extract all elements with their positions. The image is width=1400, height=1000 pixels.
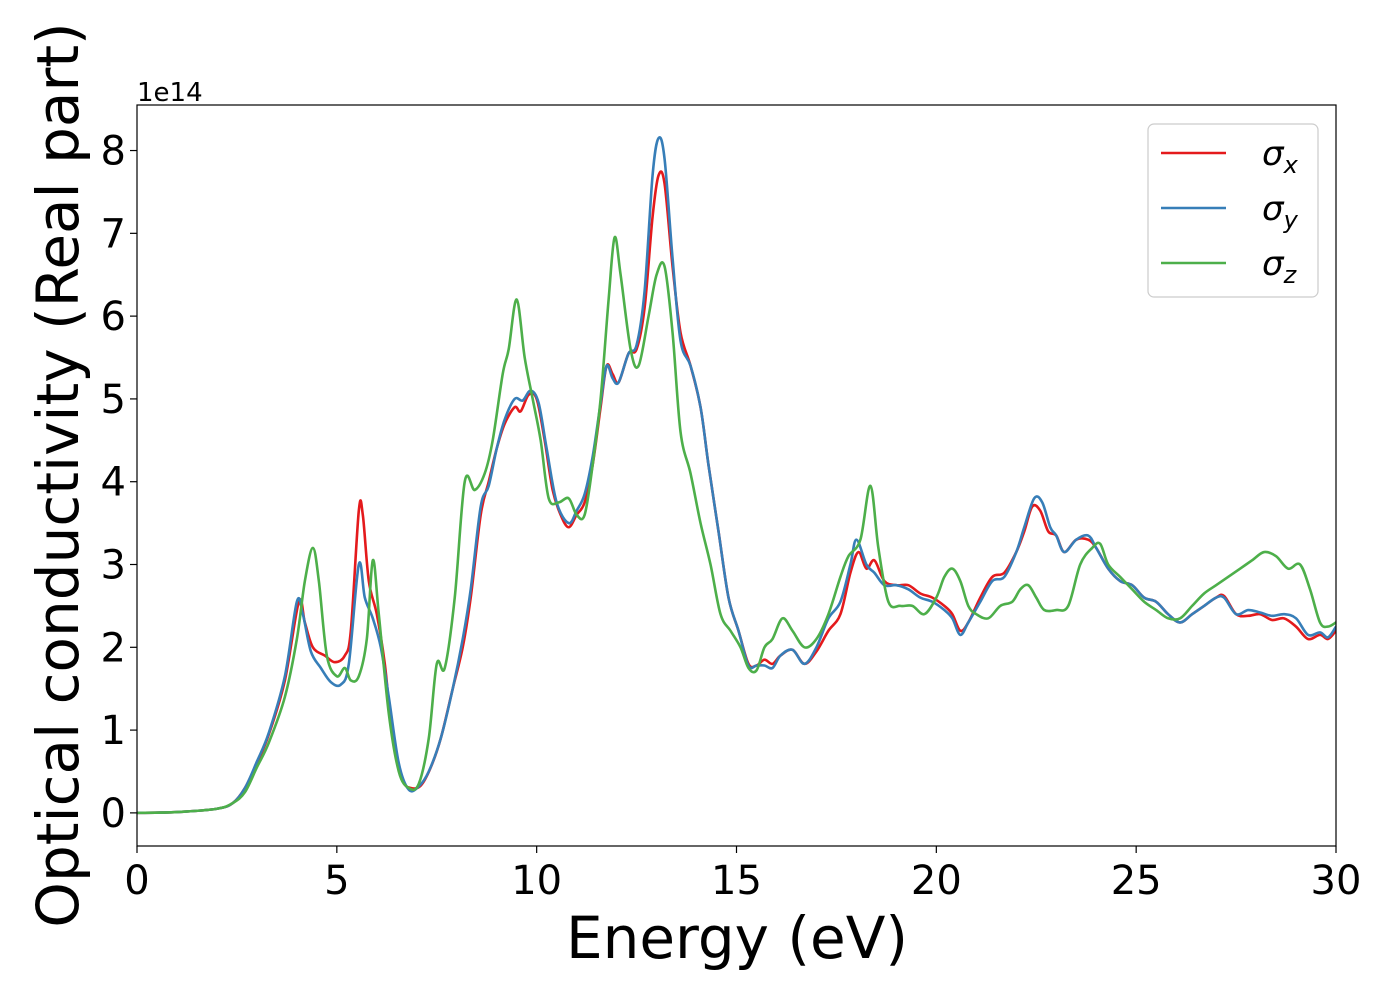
legend-label-z: σz	[1262, 244, 1298, 289]
legend-label-x: σx	[1262, 134, 1299, 179]
y-tick-label: 3	[101, 543, 126, 589]
y-axis-title: Optical conductivity (Real part)	[24, 22, 92, 927]
x-tick-label: 0	[124, 858, 149, 904]
series-line-z	[137, 235, 1336, 815]
y-tick-label: 4	[101, 460, 126, 506]
x-tick-label: 20	[911, 858, 962, 904]
y-tick-label: 0	[101, 791, 126, 837]
x-tick-label: 25	[1111, 858, 1162, 904]
y-tick-label: 2	[101, 625, 126, 671]
axes: 0 5 10 15 20 25 30 0 1 2 3 4 5 6 7 8	[101, 104, 1362, 904]
x-tick-label: 15	[711, 858, 762, 904]
y-tick-label: 5	[101, 377, 126, 423]
y-tick-label: 8	[101, 129, 126, 175]
y-tick-label: 1	[101, 708, 126, 754]
legend: σx σy σz	[1147, 123, 1319, 298]
y-tick-label: 7	[101, 211, 126, 257]
plot-area	[137, 136, 1336, 815]
x-axis-title: Energy (eV)	[566, 904, 908, 972]
x-tick-label: 5	[324, 858, 349, 904]
x-tick-label: 30	[1311, 858, 1362, 904]
x-tick-label: 10	[511, 858, 562, 904]
y-offset-label: 1e14	[137, 78, 203, 108]
legend-label-y: σy	[1262, 189, 1299, 234]
series-line-y	[137, 136, 1336, 815]
y-tick-label: 6	[101, 294, 126, 340]
legend-box	[1147, 123, 1319, 298]
